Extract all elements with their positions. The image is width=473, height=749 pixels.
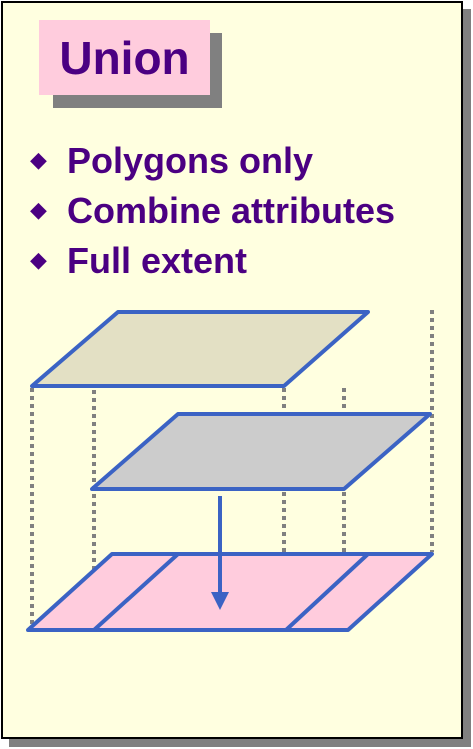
bullet-item: ◆ Full extent xyxy=(30,236,395,286)
diamond-bullet-icon: ◆ xyxy=(30,248,47,273)
title-box: Union xyxy=(39,20,210,95)
bullet-text: Polygons only xyxy=(67,140,314,181)
slide-title: Union xyxy=(59,31,190,84)
diamond-bullet-icon: ◆ xyxy=(30,198,47,223)
bullet-text: Combine attributes xyxy=(67,190,396,231)
slide-panel xyxy=(1,1,463,739)
bullet-text: Full extent xyxy=(67,240,248,281)
diamond-bullet-icon: ◆ xyxy=(30,148,47,173)
bullet-item: ◆ Polygons only xyxy=(30,136,395,186)
bullet-list: ◆ Polygons only ◆ Combine attributes ◆ F… xyxy=(30,136,395,286)
bullet-item: ◆ Combine attributes xyxy=(30,186,395,236)
